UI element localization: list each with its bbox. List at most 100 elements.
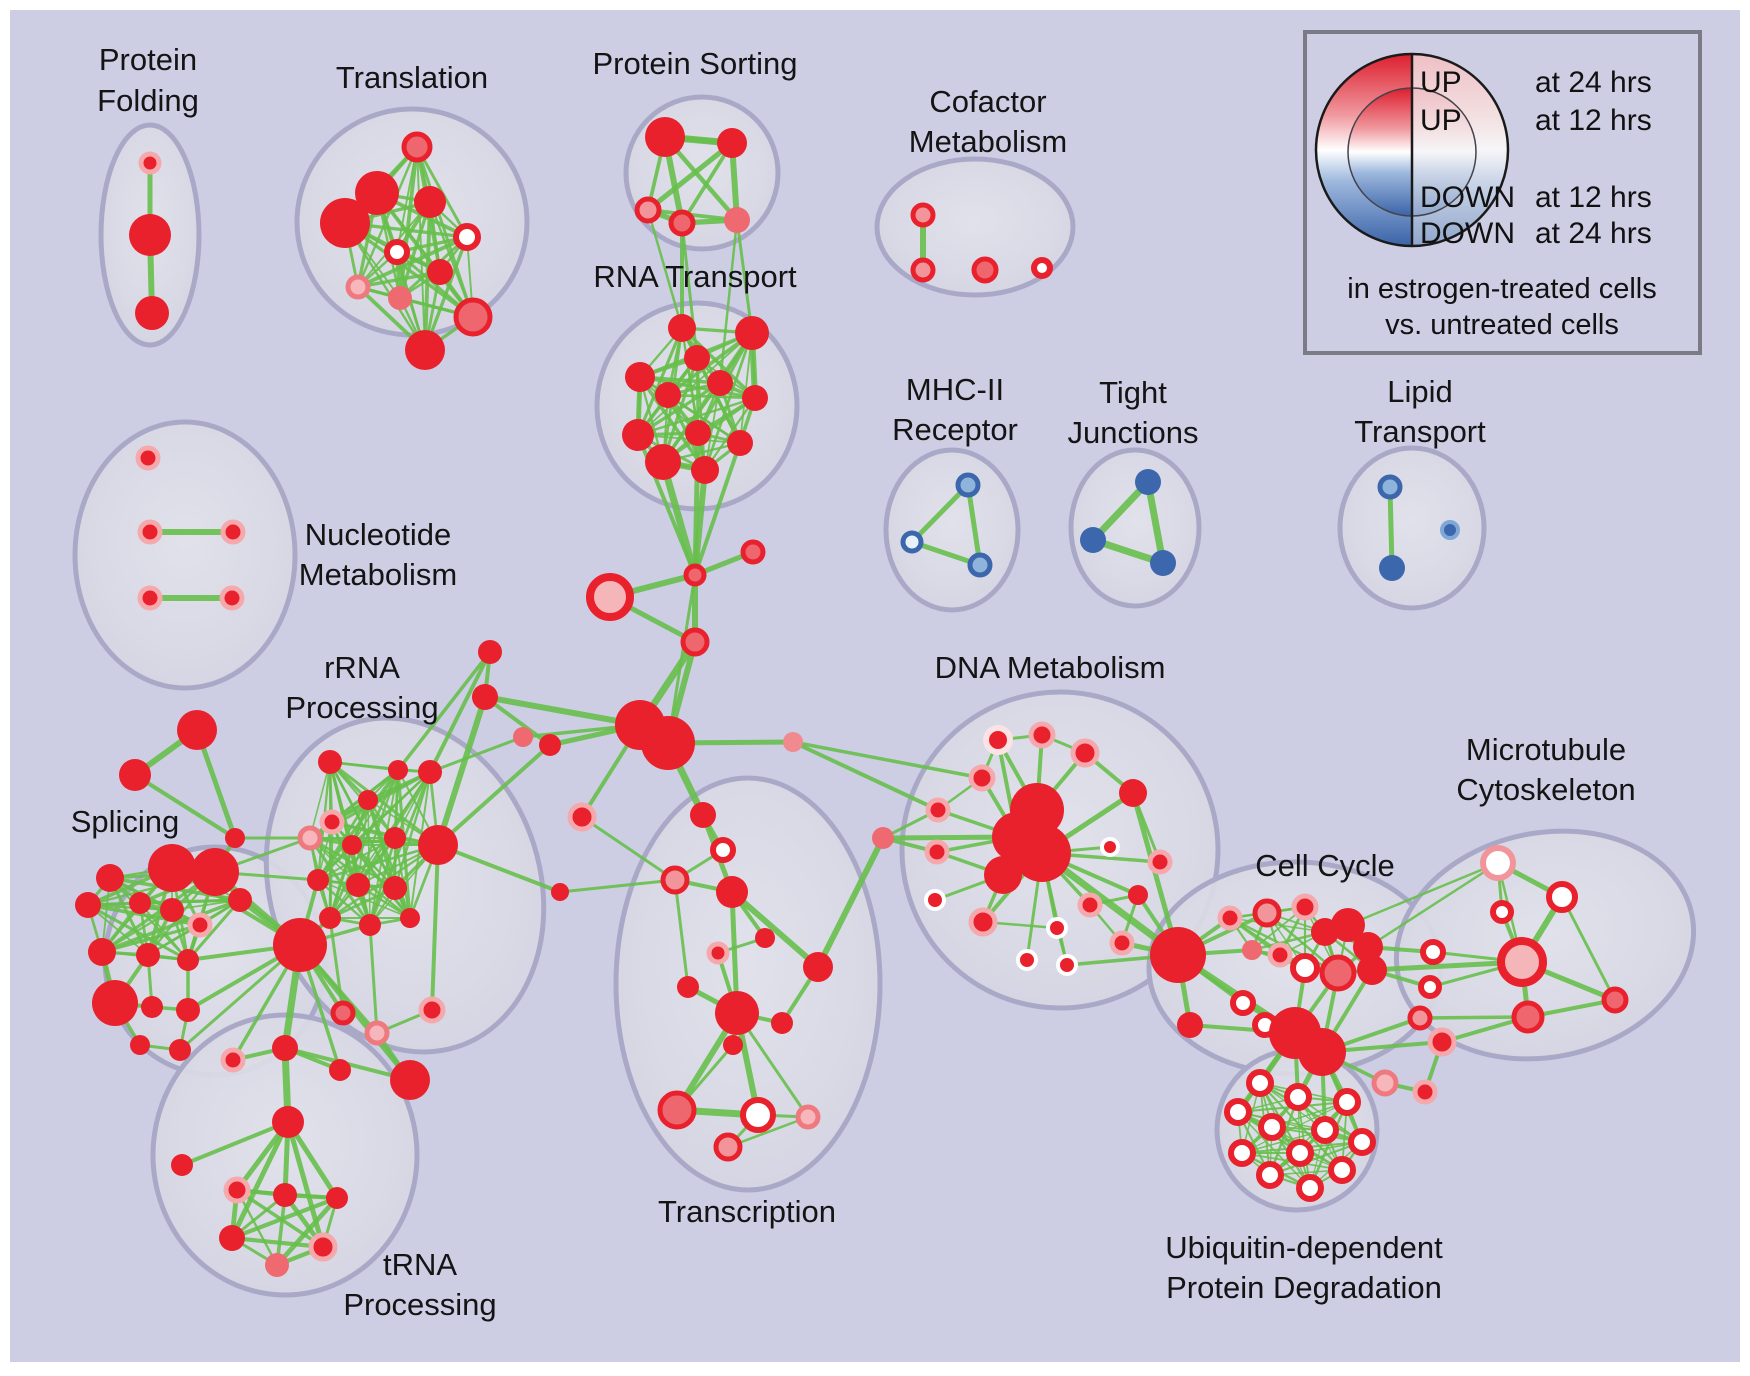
node-cc2 bbox=[1252, 898, 1282, 928]
edge-rr9-rr10 bbox=[316, 843, 440, 882]
node-cc15 bbox=[1298, 1028, 1346, 1076]
legend-direction-3: DOWN bbox=[1420, 217, 1515, 250]
node-dm2 bbox=[1028, 721, 1056, 749]
edge-th1-c2 bbox=[482, 694, 643, 728]
node-rr18 bbox=[418, 996, 446, 1024]
cluster-label-tight-junctions: Tight bbox=[1099, 375, 1167, 410]
legend-time-1: at 12 hrs bbox=[1535, 104, 1652, 137]
node-cc0 bbox=[1150, 927, 1206, 983]
node-dm17 bbox=[1016, 949, 1038, 971]
node-dm16 bbox=[1128, 885, 1148, 905]
cluster-label-lipid-transport: Lipid bbox=[1387, 374, 1453, 409]
cluster-mhc-ii-receptor bbox=[883, 447, 1021, 613]
node-cm1 bbox=[910, 202, 936, 228]
node-mt6 bbox=[1601, 986, 1629, 1014]
node-ta bbox=[177, 710, 217, 750]
node-dm5 bbox=[925, 797, 951, 823]
edge-c1-rr3 bbox=[428, 650, 492, 774]
node-dm13 bbox=[968, 907, 998, 937]
node-rr15 bbox=[400, 908, 420, 928]
legend-time-3: at 24 hrs bbox=[1535, 217, 1652, 250]
cluster-label-mhc-ii-receptor: Receptor bbox=[892, 412, 1018, 447]
legend-footnote-1: in estrogen-treated cells bbox=[1347, 273, 1657, 305]
node-tc bbox=[225, 828, 245, 848]
edge-cn0-dm5 bbox=[791, 740, 940, 812]
node-s13 bbox=[176, 998, 200, 1022]
node-mh3 bbox=[967, 552, 993, 578]
node-ps4 bbox=[668, 209, 696, 237]
cluster-label-mhc-ii-receptor: MHC-II bbox=[906, 372, 1004, 407]
node-rr13 bbox=[319, 907, 341, 929]
node-dm8 bbox=[1119, 779, 1147, 807]
node-tn6 bbox=[219, 1225, 245, 1251]
cluster-label-tight-junctions: Junctions bbox=[1068, 415, 1199, 450]
cluster-label-rrna-processing: rRNA bbox=[324, 650, 400, 685]
node-cc18 bbox=[1420, 939, 1446, 965]
node-tn5 bbox=[326, 1187, 348, 1209]
edge-rt12-h1 bbox=[693, 441, 742, 577]
node-c3 bbox=[513, 727, 533, 747]
node-tx1 bbox=[690, 802, 716, 828]
edge-ps5-rt2 bbox=[735, 218, 754, 335]
edge-tx5-tx3 bbox=[580, 815, 677, 882]
legend-circle-12h-right bbox=[1412, 88, 1476, 216]
cluster-label-protein-sorting: Protein Sorting bbox=[592, 46, 797, 81]
edge-ub4-ub12 bbox=[1236, 1110, 1344, 1172]
node-dm18 bbox=[1056, 954, 1078, 976]
edge-lt1-lt2 bbox=[1387, 484, 1395, 571]
edge-rt9-rt11 bbox=[703, 396, 757, 472]
edge-s4-s10 bbox=[86, 903, 190, 962]
node-rt1 bbox=[668, 314, 696, 342]
edge-tn5-tn8 bbox=[274, 1195, 340, 1268]
node-tn0 bbox=[272, 1035, 298, 1061]
edge-rr8-rr10 bbox=[317, 837, 396, 881]
cluster-label-rrna-processing: Processing bbox=[285, 690, 438, 725]
legend-time-2: at 12 hrs bbox=[1535, 181, 1652, 214]
legend-circle-12h-left bbox=[1348, 88, 1412, 216]
node-rr1 bbox=[318, 750, 342, 774]
edge-rr8-rr15 bbox=[394, 837, 411, 919]
node-pr bbox=[220, 1047, 246, 1073]
node-tx2 bbox=[710, 837, 736, 863]
node-dm12 bbox=[924, 889, 946, 911]
node-rt9 bbox=[742, 385, 768, 411]
cluster-lipid-transport bbox=[1337, 445, 1487, 611]
node-cc19 bbox=[1418, 975, 1442, 999]
node-tn2 bbox=[171, 1154, 193, 1176]
node-rr11 bbox=[346, 873, 370, 897]
node-cc11 bbox=[1357, 955, 1387, 985]
node-tx3 bbox=[660, 865, 690, 895]
edge-tb-tc bbox=[133, 773, 237, 840]
node-cc7 bbox=[1242, 940, 1262, 960]
node-rr7 bbox=[342, 835, 362, 855]
edge-tr4-tr10 bbox=[343, 221, 475, 319]
node-cm2 bbox=[910, 257, 936, 283]
node-mt4 bbox=[1497, 937, 1547, 987]
cluster-label-translation: Translation bbox=[336, 60, 488, 95]
node-c2 bbox=[472, 684, 498, 710]
edge-dm8-cc0 bbox=[1130, 790, 1181, 958]
node-mt1 bbox=[1480, 845, 1516, 881]
node-cc5 bbox=[1331, 908, 1365, 942]
node-tr9 bbox=[388, 286, 412, 310]
legend-direction-1: UP bbox=[1420, 104, 1462, 137]
node-ub7 bbox=[1286, 1139, 1314, 1167]
node-rr16 bbox=[330, 1000, 356, 1026]
node-tr8 bbox=[345, 274, 371, 300]
node-mt3 bbox=[1490, 900, 1514, 924]
edge-s3-s10 bbox=[108, 876, 190, 962]
edge-cc20-mt5 bbox=[1418, 1015, 1530, 1020]
edge-mh1-mh2 bbox=[909, 482, 971, 545]
edge-h1-th2 bbox=[666, 573, 697, 745]
node-rr19 bbox=[390, 1060, 430, 1100]
node-cc16 bbox=[1217, 905, 1243, 931]
node-rx1 bbox=[329, 1059, 351, 1081]
node-tr3 bbox=[414, 186, 446, 218]
node-s12 bbox=[141, 996, 163, 1018]
edge-mt2-mt6 bbox=[1560, 895, 1617, 1002]
node-tn8 bbox=[265, 1253, 289, 1277]
edge-tr1-tr8 bbox=[356, 145, 419, 289]
edge-cc5-mt1 bbox=[1346, 861, 1500, 927]
node-s14 bbox=[130, 1035, 150, 1055]
